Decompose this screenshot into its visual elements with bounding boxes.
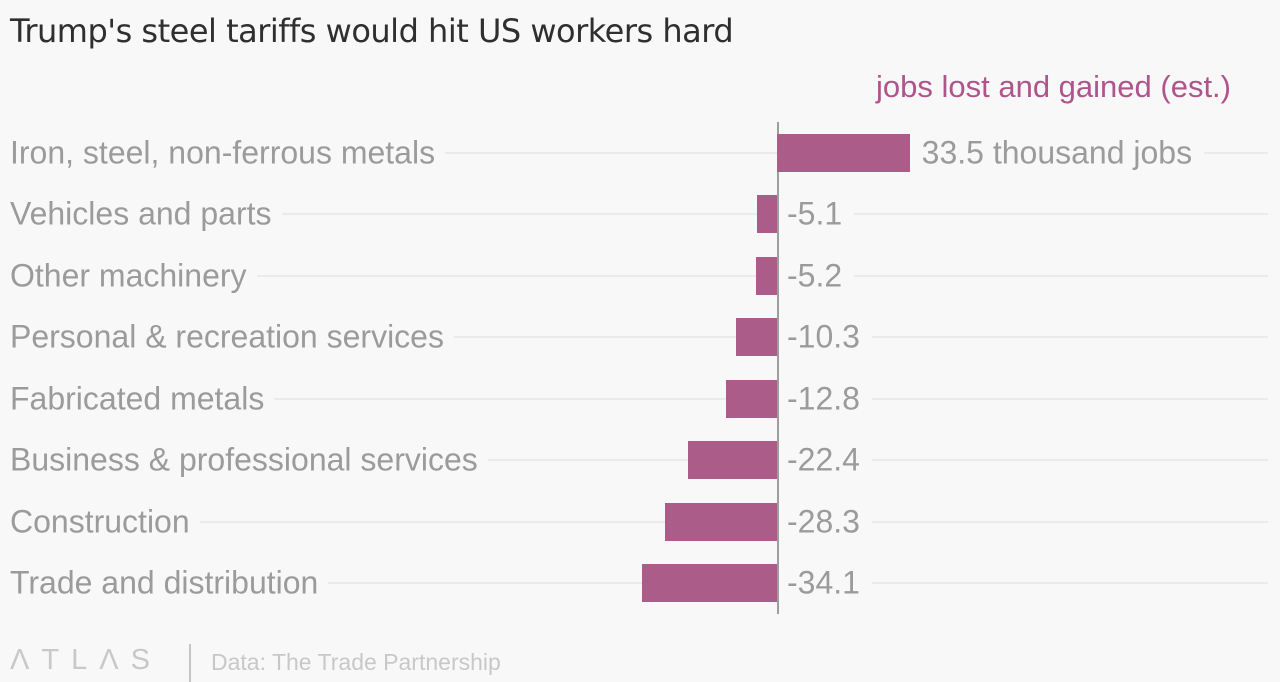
category-label: Vehicles and parts [10, 195, 272, 232]
zero-baseline-axis [777, 122, 779, 614]
bar [777, 133, 910, 172]
connector-line-right [854, 213, 1268, 216]
chart-subtitle: jobs lost and gained (est.) [876, 69, 1231, 104]
data-source-credit: Data: The Trade Partnership [211, 649, 501, 675]
connector-line-left [274, 397, 727, 400]
bar [756, 195, 777, 234]
chart-row: Construction -28.3 [0, 491, 1280, 553]
category-label: Business & professional services [10, 441, 478, 478]
category-label: Fabricated metals [10, 380, 265, 417]
chart-row: Business & professional services -22.4 [0, 430, 1280, 492]
bar [664, 502, 777, 541]
connector-line-left [328, 582, 642, 585]
connector-line-right [872, 397, 1268, 400]
category-label: Personal & recreation services [10, 318, 444, 355]
value-label: -22.4 [787, 441, 860, 478]
value-label: -5.2 [787, 257, 843, 294]
value-label: -34.1 [787, 564, 860, 601]
connector-line-left [445, 151, 777, 154]
connector-line-left [282, 213, 757, 216]
connector-line-left [200, 520, 665, 523]
chart-row: Trade and distribution -34.1 [0, 553, 1280, 615]
connector-line-right [872, 336, 1268, 339]
chart-row: Personal & recreation services -10.3 [0, 307, 1280, 369]
connector-line-left [454, 336, 737, 339]
category-label: Iron, steel, non-ferrous metals [10, 134, 436, 171]
bar [736, 318, 777, 357]
chart-row: Vehicles and parts -5.1 [0, 184, 1280, 246]
bar [641, 564, 777, 603]
bar [688, 441, 777, 480]
connector-line-right [1203, 151, 1268, 154]
value-label: -28.3 [787, 503, 860, 540]
connector-line-left [257, 274, 757, 277]
category-label: Construction [10, 503, 190, 540]
bar [726, 379, 777, 418]
connector-line-right [872, 459, 1268, 462]
chart-row: Fabricated metals -12.8 [0, 368, 1280, 430]
value-label: -12.8 [787, 380, 860, 417]
value-label: 33.5 thousand jobs [921, 134, 1193, 171]
category-label: Trade and distribution [10, 564, 319, 601]
atlas-logo: ΛTLΛS [10, 644, 162, 676]
connector-line-left [488, 459, 689, 462]
value-label: -10.3 [787, 318, 860, 355]
bar [756, 256, 777, 295]
connector-line-right [854, 274, 1268, 277]
connector-line-right [872, 520, 1268, 523]
value-label: -5.1 [787, 195, 843, 232]
footer-divider [189, 644, 191, 682]
footer: ΛTLΛS Data: The Trade Partnership [0, 638, 1280, 682]
chart-row: Other machinery -5.2 [0, 245, 1280, 307]
connector-line-right [872, 582, 1268, 585]
chart-row: Iron, steel, non-ferrous metals 33.5 thou… [0, 122, 1280, 184]
category-label: Other machinery [10, 257, 247, 294]
chart-title: Trump's steel tariffs would hit US worke… [10, 12, 734, 50]
